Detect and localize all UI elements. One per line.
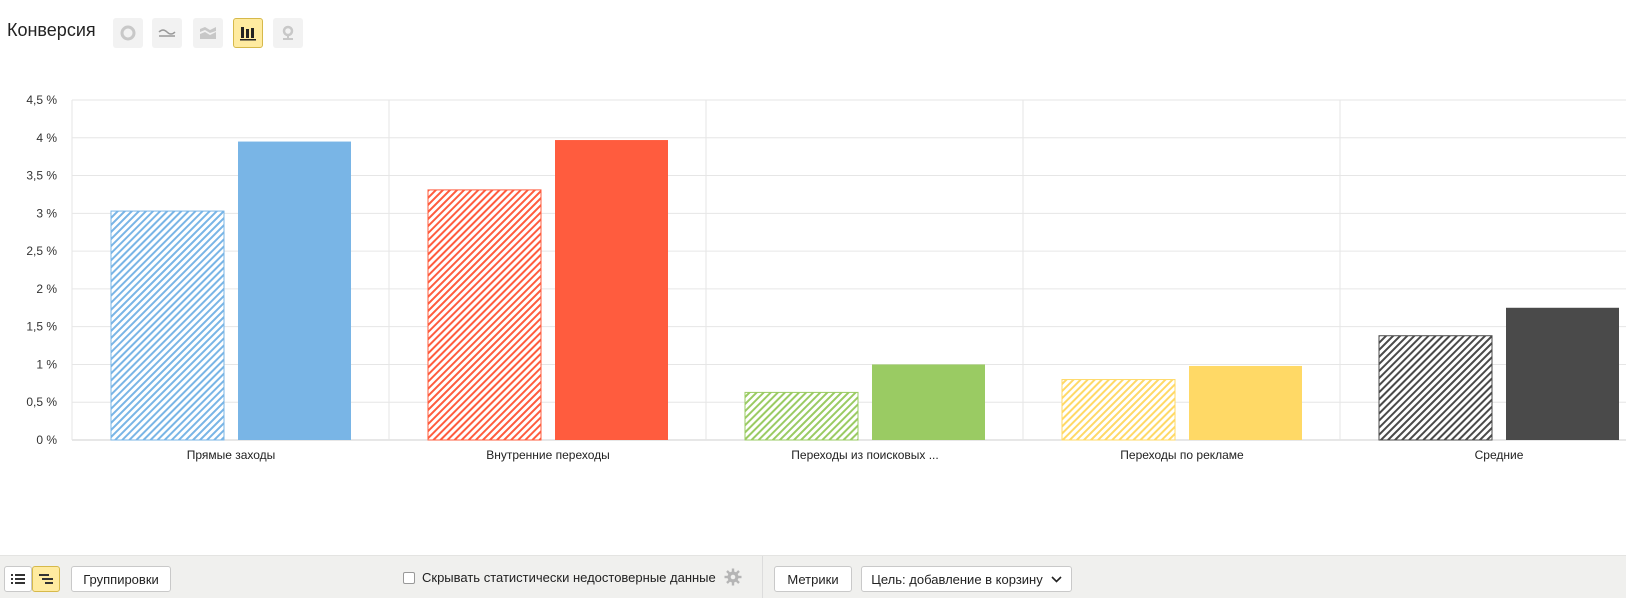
y-tick-label: 4 % xyxy=(36,131,57,145)
line-chart-icon xyxy=(158,29,176,37)
bar-solid-1[interactable] xyxy=(238,141,351,441)
bar-chart-icon xyxy=(240,27,256,41)
chart-header: Конверсия xyxy=(0,0,1626,60)
hide-unreliable-checkbox[interactable] xyxy=(403,572,415,584)
x-category-label: Средние xyxy=(1475,448,1524,462)
bar-solid-5[interactable] xyxy=(1506,307,1619,440)
y-tick-label: 3 % xyxy=(36,206,57,220)
bar-hatched-4[interactable] xyxy=(1061,379,1176,441)
metrics-button[interactable]: Метрики xyxy=(774,566,852,592)
bar-hatched-2[interactable] xyxy=(427,189,542,441)
gear-icon[interactable] xyxy=(724,568,742,586)
y-tick-label: 0,5 % xyxy=(26,395,57,409)
y-tick-label: 1 % xyxy=(36,357,57,371)
list-icon xyxy=(11,574,25,584)
bar-chart: 0 % 0,5 % 1 % 1,5 % 2 % 2,5 % 3 % 3,5 % 4 % 4,5 %… xyxy=(26,93,1626,462)
bar-solid-4[interactable] xyxy=(1189,365,1302,440)
y-tick-label: 3,5 % xyxy=(26,169,57,183)
y-tick-label: 1,5 % xyxy=(26,320,57,334)
goal-select-label: Цель: добавление в корзину xyxy=(871,571,1043,587)
y-tick-label: 2,5 % xyxy=(26,244,57,258)
bar-hatched-5[interactable] xyxy=(1378,335,1493,441)
toolbar-divider xyxy=(762,556,763,598)
view-line-button[interactable] xyxy=(152,18,182,48)
goal-select[interactable]: Цель: добавление в корзину xyxy=(861,566,1072,592)
y-axis-ticks: 0 % 0,5 % 1 % 1,5 % 2 % 2,5 % 3 % 3,5 % 4 % 4,5 % xyxy=(26,93,57,447)
bar-hatched-3[interactable] xyxy=(744,391,859,441)
page-title: Конверсия xyxy=(7,20,96,40)
bar-hatched-1[interactable] xyxy=(110,210,225,441)
x-category-label: Прямые заходы xyxy=(187,448,276,462)
groupings-button[interactable]: Группировки xyxy=(71,566,171,592)
tree-list-icon xyxy=(39,574,53,584)
bar-solid-2[interactable] xyxy=(555,140,668,441)
x-category-label: Внутренние переходы xyxy=(486,448,610,462)
pie-chart-icon xyxy=(120,25,136,41)
y-tick-label: 2 % xyxy=(36,282,57,296)
x-axis-labels: Прямые заходы Внутренние переходы Переходы… xyxy=(187,448,1524,462)
footer-toolbar: Группировки Скрывать статистически недос… xyxy=(0,555,1626,598)
x-category-label: Переходы по рекламе xyxy=(1120,448,1244,462)
flat-list-button[interactable] xyxy=(4,566,32,592)
view-bar-button[interactable] xyxy=(233,18,263,48)
y-tick-label: 4,5 % xyxy=(26,93,57,107)
view-pie-button[interactable] xyxy=(113,18,143,48)
x-category-label: Переходы из поисковых ... xyxy=(791,448,938,462)
area-chart-icon xyxy=(200,27,216,39)
chevron-down-icon xyxy=(1051,575,1062,583)
hide-unreliable-label[interactable]: Скрывать статистически недостоверные дан… xyxy=(422,570,716,585)
view-area-button[interactable] xyxy=(193,18,223,48)
view-map-button[interactable] xyxy=(273,18,303,48)
y-tick-label: 0 % xyxy=(36,433,57,447)
map-pin-icon xyxy=(282,25,294,40)
chart-bars xyxy=(110,140,1619,441)
tree-list-button[interactable] xyxy=(32,566,60,592)
bar-solid-3[interactable] xyxy=(872,364,985,440)
